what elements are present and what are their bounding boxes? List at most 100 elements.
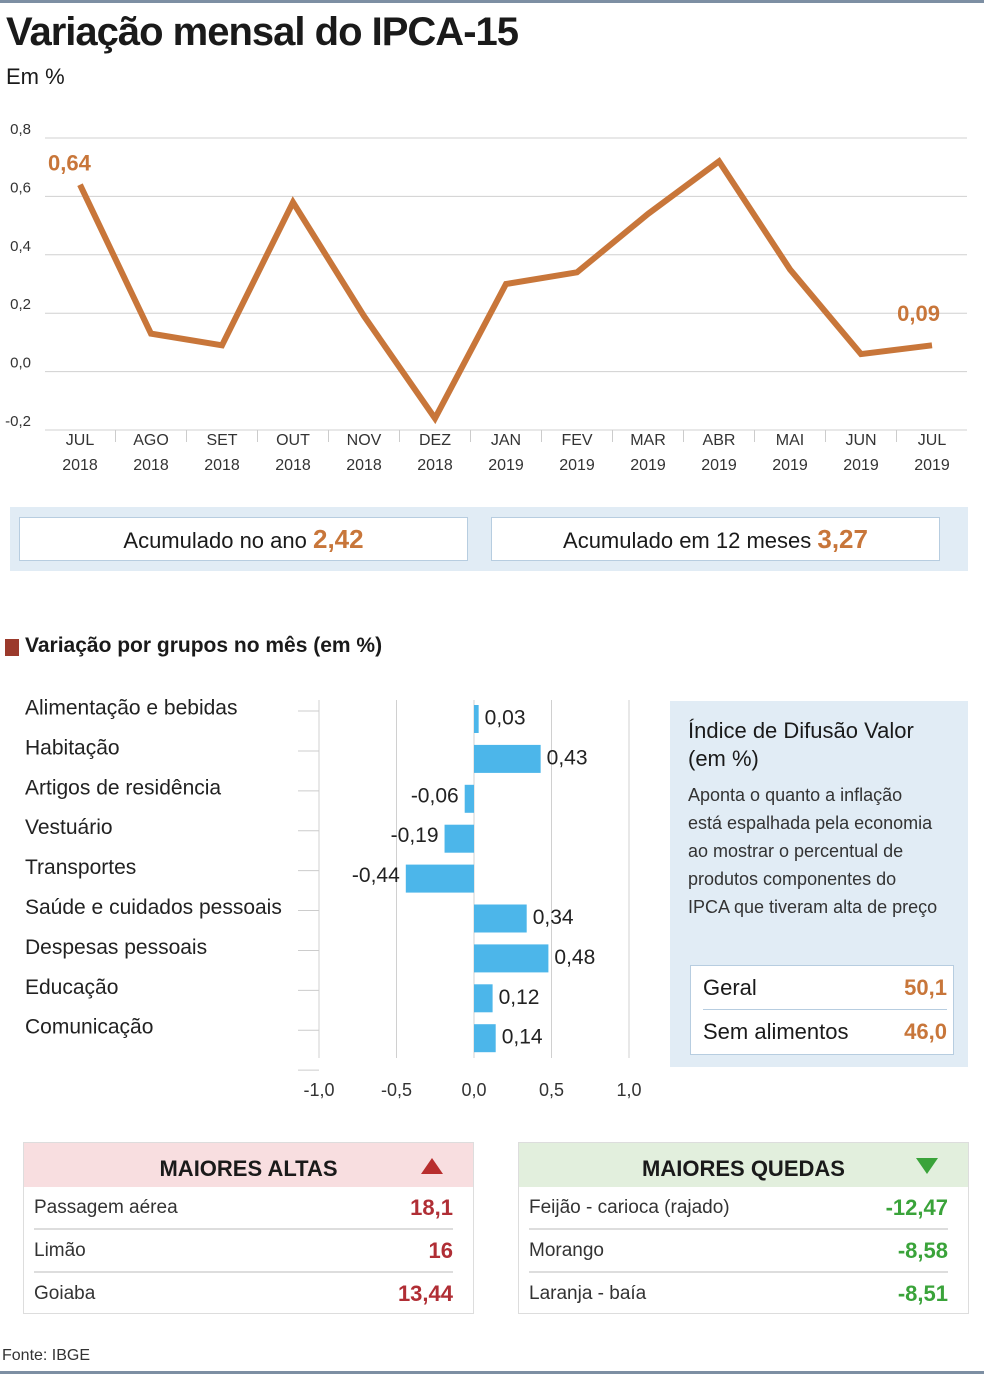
row: Geral 50,1: [703, 966, 947, 1010]
accumulated-box: Acumulado no ano 2,42: [19, 517, 468, 561]
x-tick-label: NOV 2018: [346, 432, 382, 474]
label: Feijão - carioca (rajado): [529, 1196, 730, 1218]
header: MAIORES ALTAS: [24, 1143, 473, 1187]
line-chart: 0,8 0,6 0,4 0,2 0,0 -0,2 0,64 0,09: [5, 121, 967, 442]
category-label: Educação: [25, 976, 118, 999]
bar: [474, 984, 493, 1013]
x-tick-label: 0,5: [539, 1080, 564, 1100]
x-tick-label: DEZ 2018: [417, 432, 453, 474]
label: Morango: [529, 1239, 604, 1261]
x-tick-label: AGO 2018: [133, 432, 169, 474]
section-marker: [5, 639, 19, 656]
source: Fonte: IBGE: [2, 1347, 91, 1364]
up-arrow: [421, 1158, 443, 1174]
falls-table: MAIORES QUEDAS Feijão - carioca (rajado)…: [518, 1142, 969, 1314]
chart-title: Variação mensal do IPCA-15: [6, 10, 519, 54]
value-label: 0,09: [897, 301, 940, 326]
category-label: Artigos de residência: [25, 776, 221, 799]
value-label: 0,43: [547, 746, 588, 769]
value: 2,42: [312, 524, 364, 554]
y-tick-label: 0,0: [10, 355, 31, 372]
header: MAIORES QUEDAS: [519, 1143, 968, 1187]
bar: [405, 864, 474, 893]
value-label: 0,34: [533, 906, 574, 929]
x-tick-label: -0,5: [381, 1080, 412, 1100]
y-tick-label: 0,8: [10, 121, 31, 138]
row: Limão 16: [34, 1228, 453, 1271]
label: Goiaba: [34, 1282, 96, 1304]
value: -12,47: [885, 1194, 948, 1220]
x-tick-label: MAR 2019: [630, 432, 666, 474]
x-tick-label: -1,0: [303, 1080, 334, 1100]
x-tick-label: FEV 2019: [559, 432, 595, 474]
x-tick-label: SET 2018: [204, 432, 240, 474]
bottom-rule: [0, 1371, 984, 1374]
value: 46,0: [904, 1018, 947, 1044]
x-tick-label: JAN 2019: [488, 432, 524, 474]
row: Laranja - baía -8,51: [529, 1271, 948, 1314]
x-tick-label: 0,0: [461, 1080, 486, 1100]
category-label: Habitação: [25, 736, 120, 759]
row: Passagem aérea 18,1: [34, 1187, 453, 1228]
category-label: Comunicação: [25, 1016, 153, 1039]
label: Limão: [34, 1239, 86, 1261]
category-label: Transportes: [25, 856, 136, 879]
x-tick-label: JUL 2019: [914, 432, 950, 474]
x-tick-label: OUT 2018: [275, 432, 311, 474]
label: Acumulado no ano: [123, 528, 307, 553]
value: 13,44: [397, 1280, 453, 1306]
x-tick-label: JUN 2019: [843, 432, 879, 474]
value-label: 0,12: [499, 986, 540, 1009]
value: 16: [428, 1237, 453, 1263]
label: Sem alimentos: [703, 1018, 849, 1044]
x-tick-label: MAI 2019: [772, 432, 808, 474]
diffusion-table: Geral 50,1 Sem alimentos 46,0: [690, 965, 954, 1055]
value: 3,27: [817, 524, 868, 554]
title: MAIORES QUEDAS: [642, 1156, 845, 1181]
rises-table: MAIORES ALTAS Passagem aérea 18,1 Limão 16 G…: [23, 1142, 474, 1314]
diffusion-description: Aponta o quanto a inflação está espalhad…: [688, 785, 938, 917]
value-label: 0,03: [485, 707, 526, 730]
value: 18,1: [410, 1194, 453, 1220]
category-label: Alimentação e bebidas: [25, 697, 237, 720]
bar: [474, 744, 541, 773]
value: 50,1: [904, 974, 947, 1000]
row: Feijão - carioca (rajado) -12,47: [529, 1187, 948, 1228]
category-label: Vestuário: [25, 816, 113, 839]
value-label: 0,64: [48, 151, 92, 176]
label: Acumulado em 12 meses: [563, 528, 812, 553]
category-label: Saúde e cuidados pessoais: [25, 896, 282, 919]
value-label: 0,14: [502, 1026, 543, 1049]
chart-subtitle: Em %: [6, 64, 65, 89]
value: -8,51: [897, 1280, 948, 1306]
row: Goiaba 13,44: [34, 1271, 453, 1314]
diffusion-title: Índice de Difusão Valor (em %): [688, 718, 914, 771]
y-tick-label: 0,4: [10, 238, 31, 255]
y-tick-label: 0,6: [10, 179, 31, 196]
category-label: Despesas pessoais: [25, 936, 207, 959]
line: [77, 157, 933, 425]
bar: [474, 705, 479, 733]
top-rule: [0, 0, 984, 3]
x-tick-label: ABR 2019: [701, 432, 737, 474]
section-title: Variação por grupos no mês (em %): [25, 634, 383, 657]
bar: [474, 944, 549, 973]
title: MAIORES ALTAS: [159, 1156, 338, 1181]
value: -8,58: [897, 1237, 948, 1263]
label: Passagem aérea: [34, 1196, 178, 1218]
down-arrow: [916, 1158, 938, 1174]
label: Geral: [703, 974, 757, 1000]
bar: [474, 1024, 496, 1053]
row: Sem alimentos 46,0: [703, 1010, 947, 1053]
x-tick-label: 1,0: [616, 1080, 641, 1100]
accumulated-box: Acumulado em 12 meses 3,27: [491, 517, 940, 561]
y-tick-label: -0,2: [5, 413, 31, 430]
accumulated-band: Acumulado no ano 2,42 Acumulado em 12 me…: [10, 507, 968, 571]
value-label: -0,06: [411, 784, 459, 807]
value-label: -0,19: [391, 824, 439, 847]
bar: [464, 784, 474, 813]
y-tick-label: 0,2: [10, 296, 31, 313]
bar: [444, 824, 474, 853]
diffusion-box: Índice de Difusão Valor (em %) Aponta o …: [670, 701, 968, 1067]
